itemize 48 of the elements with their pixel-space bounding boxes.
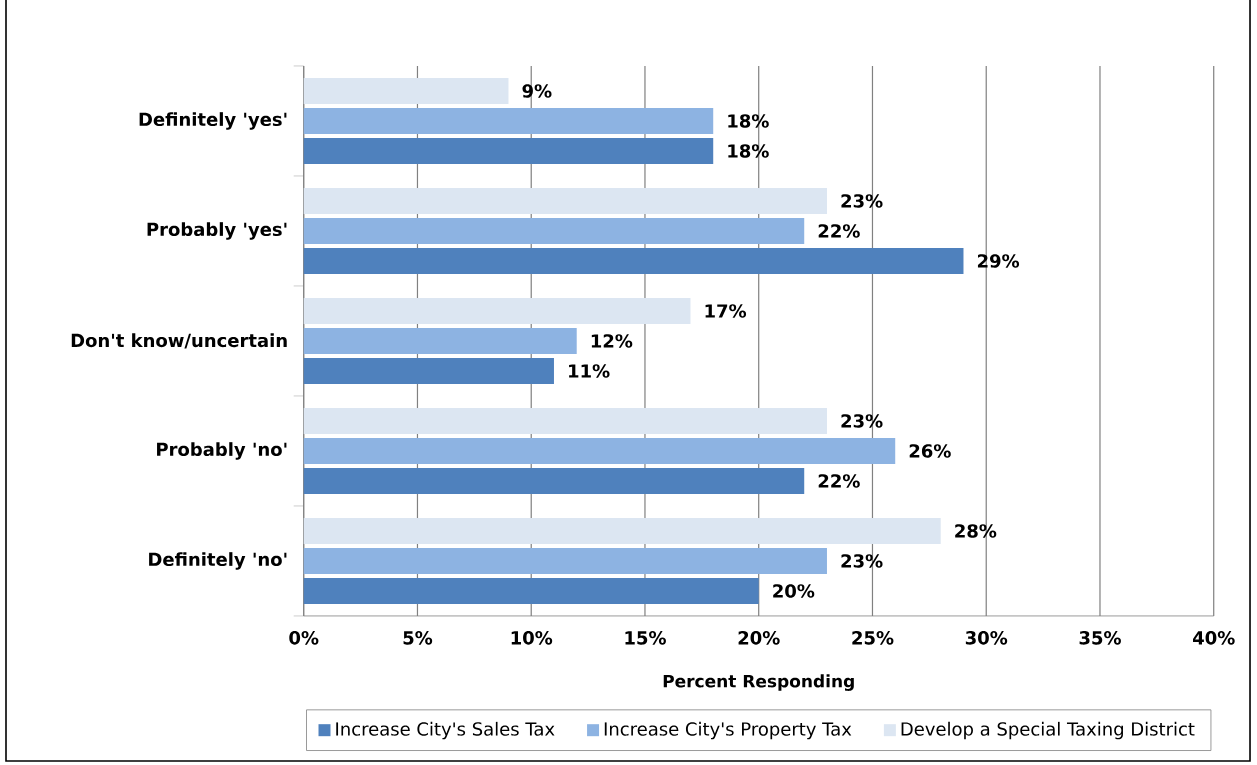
data-label: 23% bbox=[841, 554, 883, 568]
data-label: 22% bbox=[818, 224, 860, 238]
y-tick-label: Definitely 'no' bbox=[149, 552, 287, 570]
bar bbox=[303, 467, 805, 494]
data-label: 26% bbox=[909, 444, 951, 458]
x-axis-title: Percent Responding bbox=[663, 674, 854, 691]
x-tick-label: 30% bbox=[965, 631, 1008, 645]
x-tick-label: 10% bbox=[511, 631, 553, 645]
bar bbox=[303, 77, 509, 104]
x-tick-label: 25% bbox=[852, 631, 894, 645]
data-label: 20% bbox=[773, 584, 815, 598]
data-label: 29% bbox=[977, 254, 1020, 268]
data-label: 28% bbox=[955, 524, 997, 538]
y-tick-label: Don't know/uncertain bbox=[71, 333, 287, 349]
bar bbox=[303, 547, 827, 574]
bar bbox=[303, 247, 964, 274]
data-label: 18% bbox=[728, 114, 769, 128]
bar bbox=[303, 517, 941, 544]
y-tick-label: Probably 'yes' bbox=[147, 222, 287, 240]
x-tick-label: 35% bbox=[1079, 631, 1121, 645]
bar bbox=[303, 107, 714, 134]
data-label: 23% bbox=[841, 194, 883, 208]
bar bbox=[303, 297, 691, 324]
x-tick-label: 20% bbox=[738, 631, 780, 645]
bar bbox=[303, 327, 577, 354]
data-label: 17% bbox=[705, 304, 747, 318]
y-tick-label: Definitely 'yes' bbox=[139, 112, 287, 130]
bar bbox=[303, 357, 554, 384]
legend-label: Develop a Special Taxing District bbox=[901, 721, 1195, 740]
bar bbox=[303, 187, 827, 214]
bar bbox=[303, 137, 714, 164]
bar bbox=[303, 437, 896, 464]
x-tick-label: 0% bbox=[289, 631, 319, 645]
bar bbox=[303, 407, 827, 434]
bar bbox=[303, 577, 759, 604]
legend-label: Increase City's Property Tax bbox=[604, 721, 852, 740]
data-label: 22% bbox=[818, 474, 860, 488]
data-label: 9% bbox=[522, 84, 552, 98]
x-tick-label: 15% bbox=[625, 631, 666, 645]
bar bbox=[303, 217, 805, 244]
x-tick-label: 40% bbox=[1193, 631, 1235, 645]
data-label: 11% bbox=[569, 364, 610, 378]
data-label: 18% bbox=[728, 144, 769, 158]
legend-label: Increase City's Sales Tax bbox=[336, 721, 555, 740]
y-tick-label: Probably 'no' bbox=[157, 442, 287, 460]
data-label: 23% bbox=[841, 414, 883, 428]
data-label: 12% bbox=[591, 334, 633, 348]
x-tick-label: 5% bbox=[403, 631, 433, 645]
